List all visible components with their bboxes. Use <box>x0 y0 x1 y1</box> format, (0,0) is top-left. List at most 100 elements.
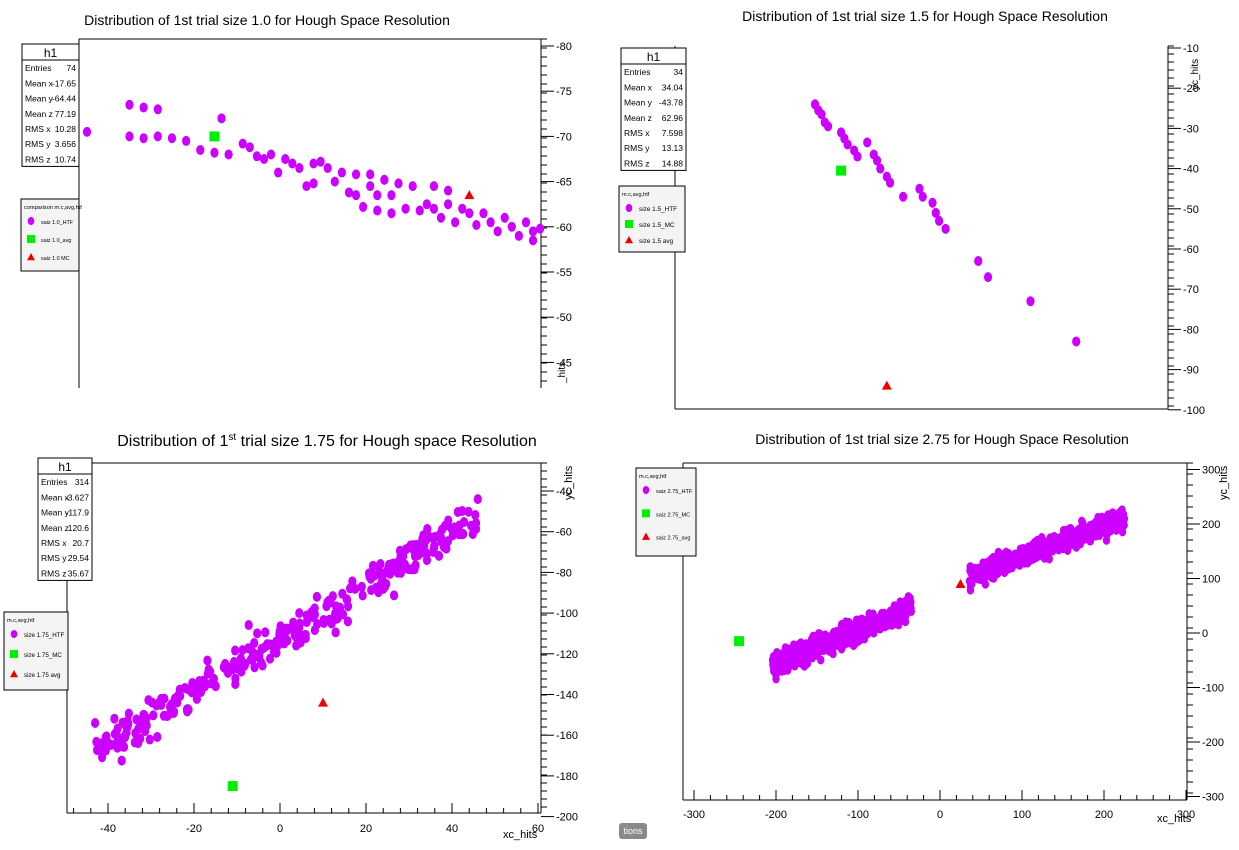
stats-key: RMS y <box>624 143 650 153</box>
x-tick-label: 300 <box>1177 809 1195 821</box>
y-tick-label: -300 <box>1202 792 1224 804</box>
data-point <box>373 190 382 201</box>
data-point <box>376 579 385 590</box>
data-point <box>863 137 872 148</box>
data-point <box>845 617 853 627</box>
data-point <box>448 530 457 541</box>
y-tick-label: -70 <box>1183 284 1199 296</box>
data-point <box>169 707 178 718</box>
data-point <box>1112 525 1121 535</box>
y-tick-label: -60 <box>556 527 572 539</box>
stats-key: Mean z <box>25 109 53 119</box>
y-tick-label: -70 <box>556 131 572 143</box>
data-point <box>458 203 467 214</box>
data-point <box>450 522 459 533</box>
stats-value: -43.78 <box>659 98 683 108</box>
data-point <box>507 221 516 232</box>
legend-label: saiz 2.75_HTF <box>656 489 693 495</box>
data-point <box>1118 505 1126 515</box>
data-point <box>217 113 226 124</box>
data-point <box>124 708 133 719</box>
data-point <box>1008 563 1016 573</box>
data-point <box>337 167 346 178</box>
data-point <box>373 205 382 216</box>
stats-key: Mean y <box>41 508 70 518</box>
data-point <box>139 133 148 144</box>
data-point <box>144 695 153 706</box>
data-point <box>380 174 389 185</box>
data-point <box>387 190 396 201</box>
data-point <box>366 169 375 180</box>
data-point <box>422 199 431 210</box>
stats-key: RMS z <box>41 568 67 578</box>
data-point <box>853 627 862 637</box>
y-tick-label: -200 <box>1202 737 1224 749</box>
data-point <box>182 135 191 146</box>
stats-value: 35.67 <box>68 568 90 578</box>
data-point <box>918 191 927 202</box>
data-point <box>771 654 780 664</box>
data-point <box>1026 296 1035 307</box>
data-point <box>528 235 538 246</box>
data-point <box>434 550 444 561</box>
data-point <box>358 590 367 601</box>
data-point <box>295 163 304 174</box>
x-tick-label: 40 <box>446 823 458 835</box>
data-point <box>1023 543 1031 553</box>
y-tick-label: 0 <box>1202 628 1208 640</box>
data-point <box>120 732 129 743</box>
data-point <box>343 616 352 627</box>
data-point <box>793 641 801 651</box>
y-tick-label: -30 <box>1183 123 1199 135</box>
data-point <box>974 256 983 267</box>
data-point <box>125 131 134 142</box>
stats-key: Mean z <box>41 523 69 533</box>
stats-value: 314 <box>75 477 89 487</box>
data-point <box>899 191 908 202</box>
data-point <box>915 183 924 194</box>
data-point <box>872 155 882 166</box>
data-point <box>203 655 212 666</box>
data-point <box>966 585 975 595</box>
stats-value: 10.28 <box>55 124 77 134</box>
data-point <box>331 627 340 638</box>
data-point <box>398 550 408 561</box>
y-tick-label: -65 <box>556 177 572 189</box>
data-point <box>385 568 395 579</box>
data-point <box>389 590 399 601</box>
data-point <box>323 163 332 174</box>
data-point <box>823 121 833 132</box>
legend-label: size 1.5 avg <box>639 238 674 245</box>
data-point <box>125 99 134 110</box>
stats-value: 62.96 <box>662 113 684 123</box>
stats-box <box>620 47 687 171</box>
data-point <box>348 576 357 587</box>
legend-label: saiz 1.0 MC <box>41 256 70 262</box>
data-point <box>987 554 996 564</box>
legend-marker-circle <box>10 630 18 638</box>
legend-label: saiz 1.0_avg <box>41 238 71 244</box>
data-point <box>439 541 449 552</box>
data-point <box>473 494 482 505</box>
x-tick-label: -20 <box>186 823 202 835</box>
data-point <box>174 690 183 701</box>
data-point <box>800 645 809 655</box>
data-point <box>429 181 439 192</box>
y-tick-label: -60 <box>1183 244 1199 256</box>
options-badge[interactable]: tions <box>619 823 647 839</box>
data-point <box>117 755 126 766</box>
data-point <box>899 604 908 614</box>
y-tick-label: -10 <box>1183 43 1199 55</box>
data-point <box>310 603 319 614</box>
data-point <box>364 568 374 579</box>
data-point <box>514 230 523 241</box>
y-tick-label: -100 <box>1183 405 1205 417</box>
data-point <box>479 208 488 219</box>
data-point <box>401 203 410 214</box>
data-point <box>302 617 311 628</box>
data-point <box>302 181 311 192</box>
data-point <box>330 176 339 187</box>
data-point <box>238 138 247 149</box>
data-point <box>928 197 937 208</box>
